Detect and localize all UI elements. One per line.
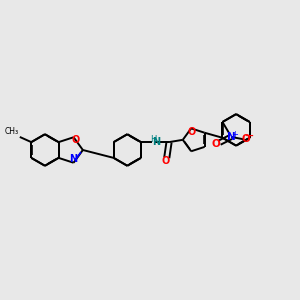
Text: O: O bbox=[187, 127, 195, 137]
Text: O: O bbox=[242, 134, 250, 144]
Text: N: N bbox=[152, 136, 160, 146]
Text: +: + bbox=[232, 130, 238, 139]
Text: O: O bbox=[212, 139, 220, 149]
Text: N: N bbox=[227, 132, 236, 142]
Text: −: − bbox=[245, 131, 254, 141]
Text: O: O bbox=[161, 156, 170, 166]
Text: O: O bbox=[72, 134, 80, 145]
Text: N: N bbox=[70, 154, 78, 164]
Text: CH₃: CH₃ bbox=[4, 128, 18, 136]
Text: H: H bbox=[150, 135, 157, 144]
